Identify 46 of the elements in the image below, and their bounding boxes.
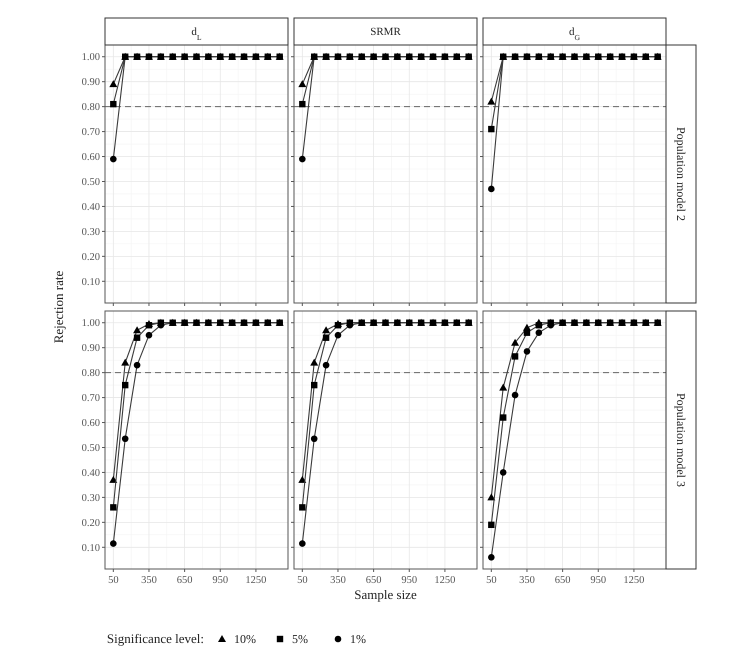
x-tick-label: 50	[486, 575, 497, 586]
x-tick-label: 950	[212, 575, 228, 586]
y-tick-label: 0.70	[82, 393, 100, 404]
x-tick-label: 350	[141, 575, 157, 586]
x-tick-label: 1250	[623, 575, 644, 586]
y-tick-label: 0.60	[82, 418, 100, 430]
x-tick-label: 50	[108, 575, 119, 586]
x-tick-label: 950	[590, 575, 606, 586]
y-tick-label: 0.40	[82, 468, 100, 479]
y-tick-label: 0.50	[82, 442, 100, 454]
x-tick-label: 650	[366, 575, 382, 586]
x-tick-label: 1250	[434, 575, 456, 586]
y-tick-label: 0.70	[82, 127, 100, 138]
x-tick-label: 350	[519, 575, 535, 586]
y-axis-title: Rejection rate	[51, 270, 66, 344]
y-tick-label: 0.30	[82, 492, 100, 504]
x-tick-label: 1250	[245, 575, 266, 586]
y-tick-label: 1.00	[82, 318, 100, 330]
y-tick-label: 0.20	[82, 518, 100, 529]
y-tick-label: 0.90	[82, 77, 100, 88]
y-tick-label: 0.30	[82, 226, 100, 238]
legend-label: 5%	[292, 632, 308, 646]
x-tick-label: 950	[401, 575, 418, 586]
legend-label: 10%	[234, 632, 256, 646]
y-tick-label: 0.80	[82, 368, 100, 380]
chart-title: d$_{L}$	[191, 26, 202, 42]
x-tick-label: 650	[176, 575, 192, 586]
legend-label: 1%	[350, 632, 366, 646]
y-tick-label: 0.50	[82, 176, 100, 188]
y-tick-label: 0.40	[82, 202, 100, 213]
legend-title: Significance level:	[106, 631, 204, 646]
y-tick-label: 0.10	[82, 276, 100, 288]
y-tick-label: 0.20	[82, 252, 100, 263]
y-tick-label: 1.00	[82, 52, 100, 64]
chart-title: d$_{G}$	[568, 26, 580, 42]
chart-title: SRMR	[370, 26, 402, 38]
x-tick-label: 50	[297, 575, 308, 586]
text: Population model 2	[674, 127, 688, 221]
x-axis-title: Sample size	[354, 587, 417, 602]
x-tick-label: 650	[554, 575, 570, 586]
y-tick-label: 0.60	[82, 152, 100, 164]
y-tick-label: 0.10	[82, 542, 100, 554]
y-tick-label: 0.90	[82, 343, 100, 354]
text: Population model 3	[674, 393, 688, 487]
x-tick-label: 350	[330, 575, 346, 586]
y-tick-label: 0.80	[82, 102, 100, 114]
